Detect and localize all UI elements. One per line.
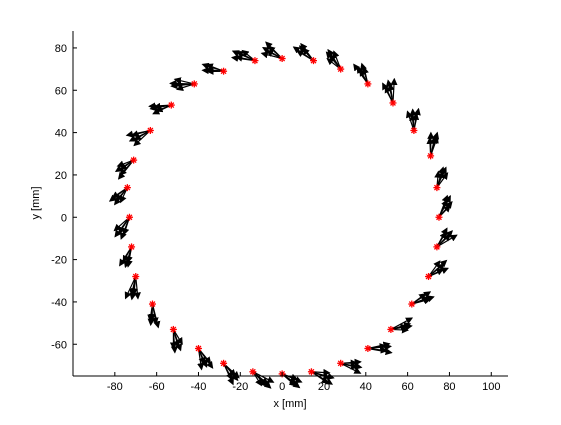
x-tick-label: 80 bbox=[443, 381, 455, 393]
data-point-star bbox=[168, 102, 175, 109]
y-tick-label: 80 bbox=[55, 43, 67, 55]
y-tick-label: -20 bbox=[51, 255, 67, 267]
data-point-star bbox=[337, 360, 344, 367]
x-tick-label: -60 bbox=[149, 381, 165, 393]
data-point-star bbox=[433, 184, 440, 191]
data-point-star bbox=[410, 127, 417, 134]
y-tick-label: -40 bbox=[51, 297, 67, 309]
x-tick-label: -80 bbox=[107, 381, 123, 393]
plot-area bbox=[73, 31, 508, 376]
x-tick-label: 0 bbox=[279, 381, 285, 393]
data-point-star bbox=[147, 127, 154, 134]
y-tick-label: 20 bbox=[55, 170, 67, 182]
data-point-star bbox=[124, 184, 131, 191]
data-point-star bbox=[425, 273, 432, 280]
data-point-star bbox=[364, 345, 371, 352]
x-tick-label: 20 bbox=[318, 381, 330, 393]
x-tick-label: -40 bbox=[191, 381, 207, 393]
data-point-star bbox=[433, 243, 440, 250]
data-point-star bbox=[435, 214, 442, 221]
data-point-star bbox=[249, 368, 256, 375]
x-tick-label: -20 bbox=[232, 381, 248, 393]
data-point-star bbox=[387, 326, 394, 333]
data-point-star bbox=[220, 68, 227, 75]
data-point-star bbox=[130, 157, 137, 164]
data-point-star bbox=[251, 57, 258, 64]
y-tick-label: 60 bbox=[55, 85, 67, 97]
data-point-star bbox=[408, 301, 415, 308]
y-axis-label: y [mm] bbox=[30, 187, 42, 220]
data-point-star bbox=[427, 152, 434, 159]
data-point-star bbox=[310, 57, 317, 64]
data-point-star bbox=[128, 243, 135, 250]
x-axis-label: x [mm] bbox=[274, 398, 307, 410]
y-tick-label: -60 bbox=[51, 339, 67, 351]
data-point-star bbox=[389, 99, 396, 106]
x-tick-label: 100 bbox=[482, 381, 500, 393]
y-tick-label: 40 bbox=[55, 128, 67, 140]
x-tick-label: 60 bbox=[401, 381, 413, 393]
data-point-star bbox=[364, 80, 371, 87]
data-point-star bbox=[279, 55, 286, 62]
data-point-star bbox=[126, 214, 133, 221]
data-point-star bbox=[170, 326, 177, 333]
data-point-star bbox=[308, 368, 315, 375]
data-point-star bbox=[191, 80, 198, 87]
x-tick-label: 40 bbox=[360, 381, 372, 393]
data-point-star bbox=[220, 360, 227, 367]
data-point-star bbox=[337, 66, 344, 73]
y-tick-label: 0 bbox=[61, 212, 67, 224]
data-point-star bbox=[195, 345, 202, 352]
data-point-star bbox=[132, 273, 139, 280]
data-point-star bbox=[149, 301, 156, 308]
